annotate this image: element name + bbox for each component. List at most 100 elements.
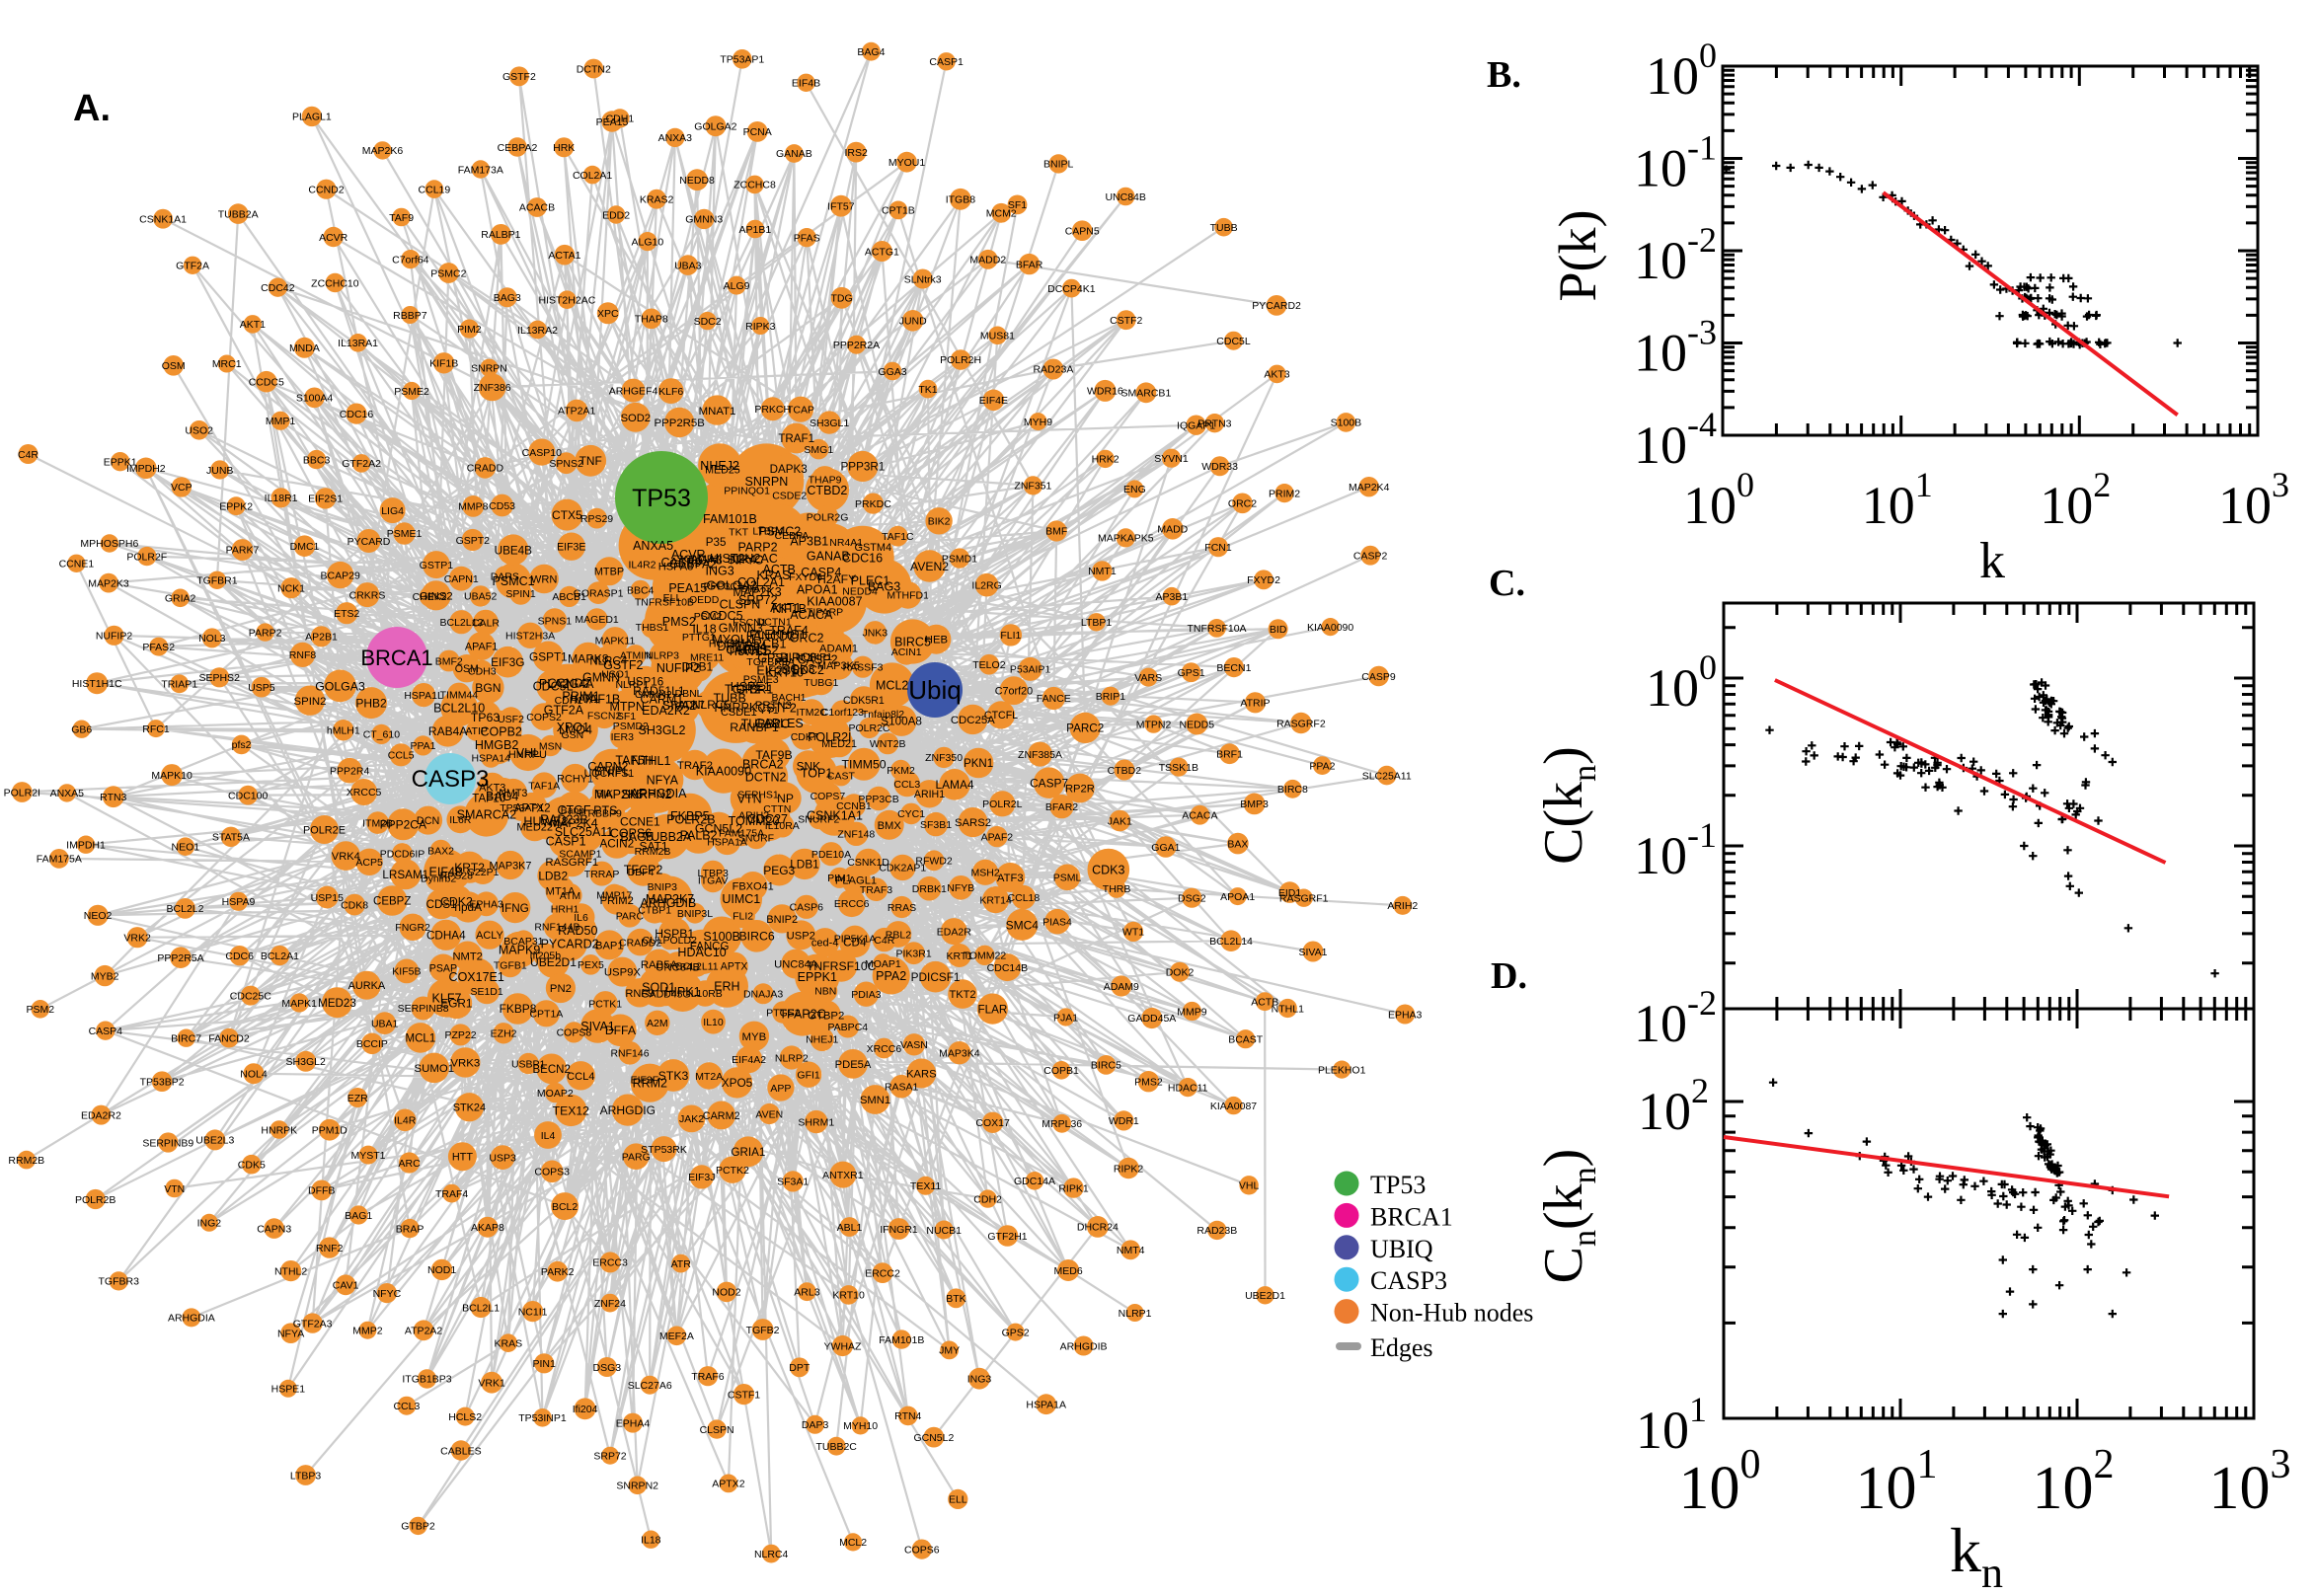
svg-text:EIF4E: EIF4E [979, 395, 1008, 407]
svg-text:SHRM1: SHRM1 [798, 1116, 834, 1128]
svg-text:NMT3: NMT3 [499, 788, 527, 799]
svg-text:PYCARD: PYCARD [347, 536, 391, 548]
svg-text:BECN2: BECN2 [533, 1064, 571, 1076]
svg-text:BRCA1: BRCA1 [360, 646, 432, 670]
svg-text:RRM2: RRM2 [633, 1077, 667, 1091]
svg-text:LRSAM1: LRSAM1 [382, 869, 428, 881]
svg-text:CDC16: CDC16 [842, 551, 883, 565]
svg-text:TNFRSF10A: TNFRSF10A [1187, 623, 1246, 635]
svg-text:DMC1: DMC1 [290, 541, 320, 553]
svg-text:USP16: USP16 [627, 675, 663, 688]
svg-text:VRK1: VRK1 [478, 1377, 505, 1389]
svg-text:SIVA1: SIVA1 [580, 1020, 615, 1033]
svg-text:SPNS2: SPNS2 [549, 458, 583, 470]
svg-text:ING3: ING3 [706, 565, 734, 578]
svg-text:CDC42: CDC42 [261, 282, 295, 294]
svg-text:RAD23B: RAD23B [1197, 1225, 1237, 1237]
svg-text:P35: P35 [706, 536, 727, 549]
svg-text:STAT5A: STAT5A [212, 832, 250, 844]
svg-text:MCL2: MCL2 [839, 1537, 867, 1549]
svg-text:KRAS: KRAS [495, 1338, 523, 1350]
svg-text:TK1: TK1 [918, 384, 937, 396]
svg-text:CULPOLD2: CULPOLD2 [642, 935, 697, 947]
svg-text:FAM175A: FAM175A [719, 828, 764, 840]
svg-text:GSTM4: GSTM4 [855, 542, 892, 554]
svg-text:WDR16: WDR16 [1087, 386, 1123, 398]
svg-text:CCNE1: CCNE1 [620, 814, 660, 828]
svg-text:GFI1: GFI1 [797, 1070, 819, 1082]
svg-text:P53AIP1: P53AIP1 [1010, 664, 1051, 676]
svg-text:MTBP: MTBP [594, 567, 624, 578]
svg-text:TUBB2A: TUBB2A [218, 208, 259, 220]
svg-text:CEBPA: CEBPA [774, 530, 809, 542]
svg-text:PALB2: PALB2 [680, 828, 718, 842]
svg-text:CSTF2: CSTF2 [757, 702, 797, 716]
svg-text:ARHGDIA: ARHGDIA [168, 1313, 215, 1325]
svg-text:CAPN3: CAPN3 [257, 1223, 291, 1235]
svg-text:POLR2F: POLR2F [126, 551, 167, 563]
svg-text:Dynlrb2: Dynlrb2 [421, 874, 456, 885]
svg-text:VCP: VCP [171, 482, 193, 494]
svg-text:WDR1: WDR1 [1109, 1115, 1139, 1127]
svg-text:POLR2L: POLR2L [982, 798, 1022, 810]
svg-text:PPINQO1: PPINQO1 [724, 485, 770, 496]
svg-text:HSPE1: HSPE1 [731, 680, 771, 694]
svg-text:SNK: SNK [797, 759, 821, 773]
svg-text:DHCR24: DHCR24 [1077, 1222, 1119, 1234]
svg-text:PARK2: PARK2 [541, 1266, 575, 1278]
svg-text:PPP3CA: PPP3CA [703, 580, 743, 592]
svg-text:IRS2: IRS2 [845, 147, 869, 159]
svg-text:BCAP29: BCAP29 [321, 570, 360, 581]
svg-text:CDH3: CDH3 [468, 666, 497, 678]
svg-text:S100A8: S100A8 [881, 716, 922, 728]
svg-text:BMP3: BMP3 [1240, 798, 1269, 810]
svg-text:LTBP1: LTBP1 [1081, 617, 1112, 629]
svg-text:PYCARD2: PYCARD2 [541, 937, 599, 950]
svg-text:CASP7: CASP7 [1030, 776, 1068, 790]
svg-text:TP53: TP53 [1370, 1171, 1426, 1199]
svg-text:SYVN1: SYVN1 [1154, 453, 1189, 465]
svg-text:NLRP2: NLRP2 [775, 1052, 809, 1064]
svg-text:SERPINB8: SERPINB8 [398, 1003, 449, 1015]
svg-text:FXYD2: FXYD2 [1247, 574, 1280, 586]
svg-text:GSTF2: GSTF2 [603, 658, 643, 672]
svg-text:ANXA3: ANXA3 [658, 132, 693, 144]
svg-text:EIF2S1: EIF2S1 [308, 494, 343, 505]
svg-text:WDR33: WDR33 [1201, 461, 1238, 473]
svg-text:DHCR24: DHCR24 [717, 640, 766, 653]
svg-text:BAG4: BAG4 [857, 46, 885, 58]
svg-text:NUFIP2: NUFIP2 [96, 631, 133, 643]
svg-text:UBA3: UBA3 [674, 260, 702, 271]
svg-text:CASP9: CASP9 [661, 556, 702, 570]
svg-text:ING2: ING2 [197, 1218, 222, 1230]
svg-text:MED23: MED23 [318, 997, 356, 1010]
svg-text:MAPK9: MAPK9 [499, 944, 540, 957]
svg-text:KLF6: KLF6 [658, 386, 683, 398]
svg-text:TSSK1B: TSSK1B [1159, 762, 1198, 774]
svg-text:CDC14B: CDC14B [987, 962, 1028, 974]
svg-text:NHEJ1: NHEJ1 [806, 1034, 838, 1046]
svg-text:CASP6: CASP6 [790, 902, 824, 914]
svg-text:CDK7: CDK7 [791, 731, 818, 743]
svg-text:HSPA1A: HSPA1A [707, 836, 747, 848]
svg-text:PARP2: PARP2 [737, 541, 777, 555]
svg-text:MYOU1: MYOU1 [712, 633, 756, 646]
svg-text:MRE11: MRE11 [690, 652, 724, 664]
svg-text:GGA1: GGA1 [1151, 842, 1180, 854]
svg-text:XPO1: XPO1 [557, 721, 589, 734]
svg-text:DCN: DCN [417, 815, 439, 827]
svg-text:NEDD4: NEDD4 [842, 586, 878, 598]
svg-text:SARS2: SARS2 [955, 817, 991, 829]
svg-text:A2M: A2M [647, 1018, 668, 1029]
svg-text:NLRP1: NLRP1 [615, 679, 649, 691]
svg-text:HRK2: HRK2 [1092, 454, 1119, 466]
svg-text:HSPE1: HSPE1 [271, 1384, 306, 1396]
svg-text:CASP3: CASP3 [412, 766, 490, 793]
svg-text:HDAC10: HDAC10 [677, 946, 726, 959]
svg-text:KRT1: KRT1 [946, 950, 972, 962]
svg-text:PEX5: PEX5 [578, 959, 604, 971]
svg-text:BNIP3L: BNIP3L [677, 908, 713, 920]
svg-text:PKN1: PKN1 [964, 758, 993, 770]
svg-text:DOK3: DOK3 [781, 662, 814, 676]
svg-text:GORASP1: GORASP1 [574, 587, 624, 599]
